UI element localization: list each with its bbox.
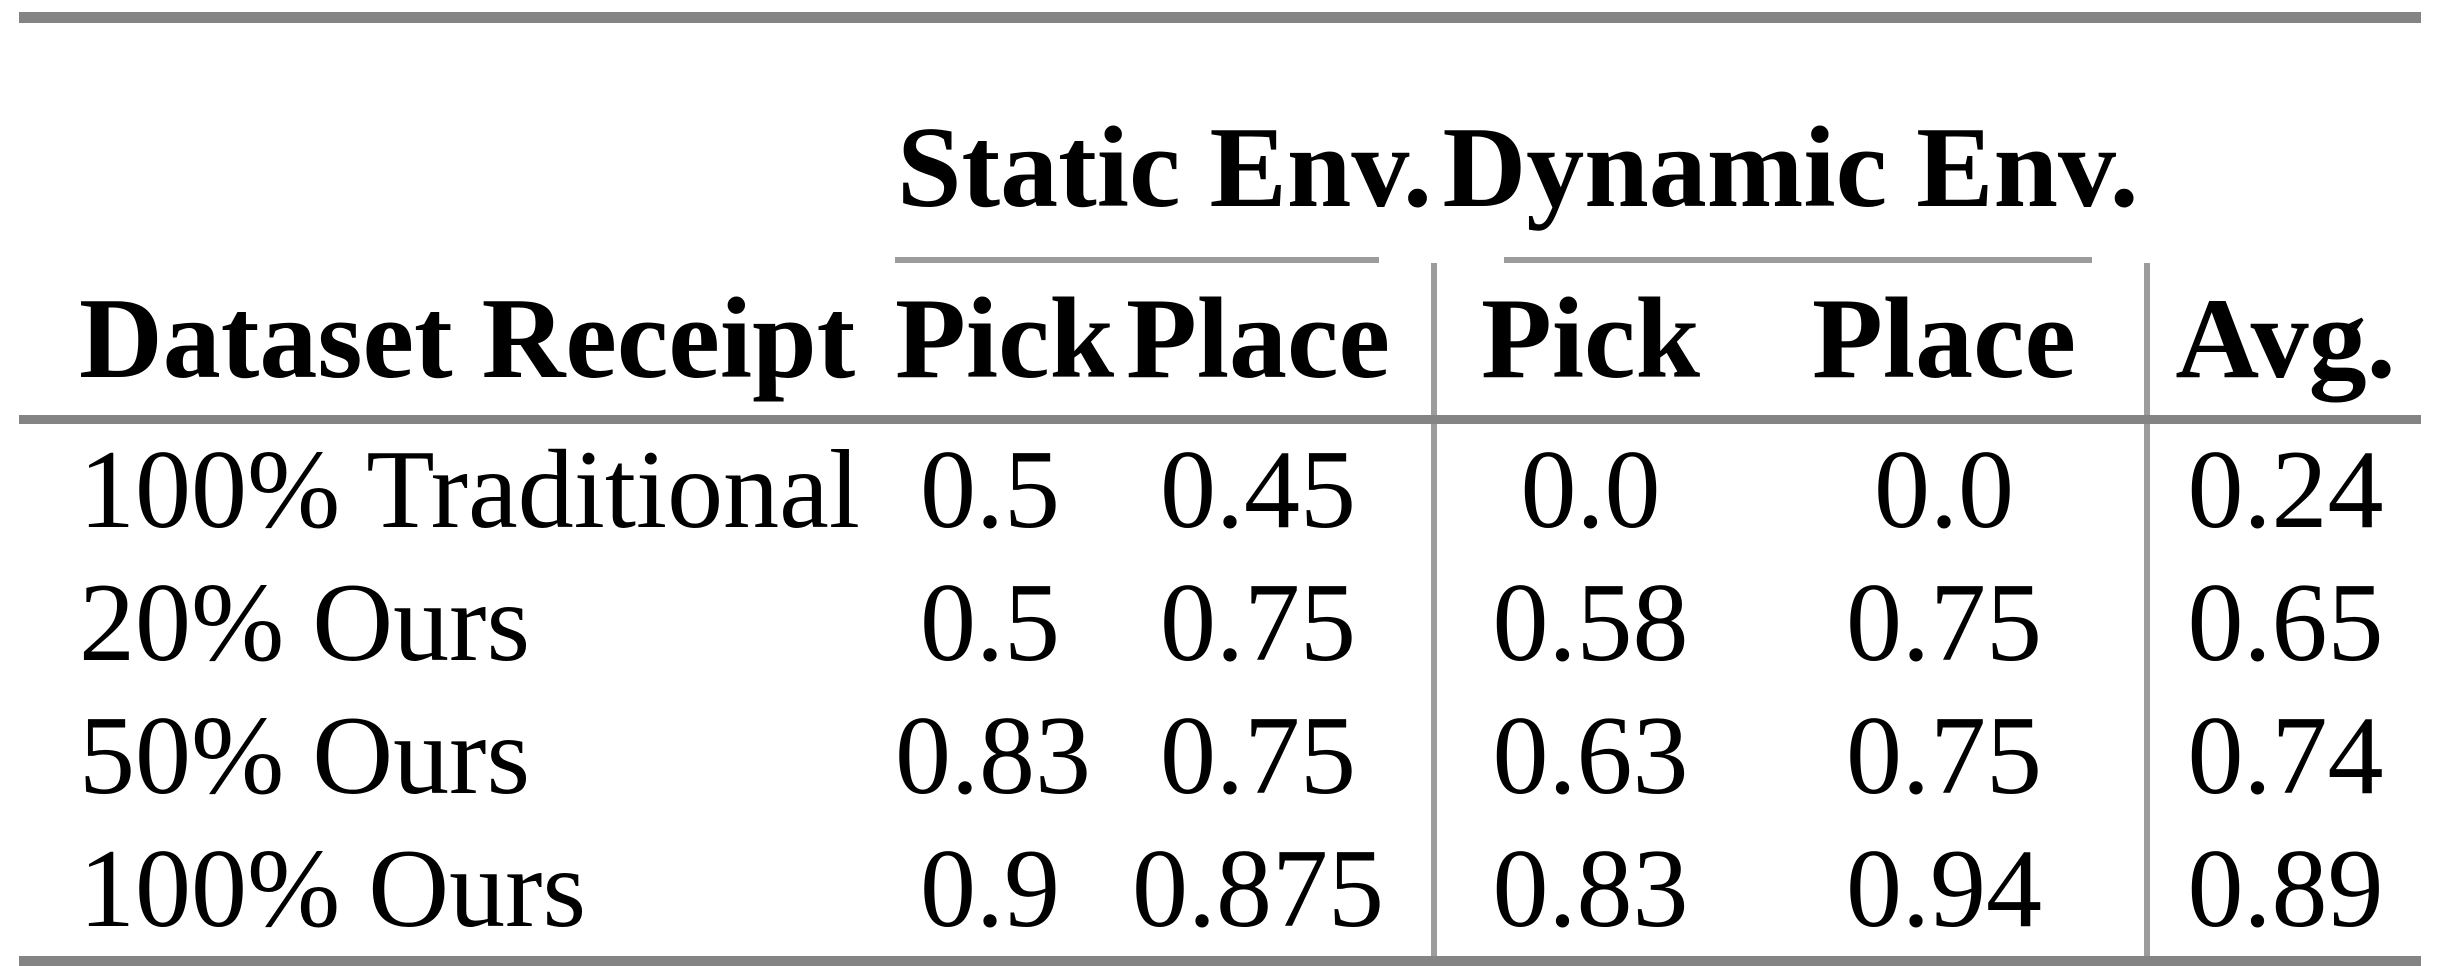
results-table-container: Static Env. Dynamic Env. Dataset Receipt… xyxy=(19,12,2422,966)
table-row-100-ours: 100% Ours 0.9 0.875 0.83 0.94 0.89 xyxy=(19,823,2421,961)
cell-dynamic-pick: 0.58 xyxy=(1492,561,1689,685)
cell-static-place: 0.45 xyxy=(1085,419,1438,557)
group-header-dynamic-env: Dynamic Env. xyxy=(1434,18,2147,263)
col-header-avg: Avg. xyxy=(2147,263,2422,424)
cell-avg: 0.74 xyxy=(2187,694,2384,818)
cell-static-pick: 0.5 xyxy=(920,428,1060,552)
cell-dataset: 100% Traditional xyxy=(79,428,860,552)
cell-avg: 0.89 xyxy=(2187,827,2384,951)
cell-avg: 0.24 xyxy=(2187,428,2384,552)
col-header-dynamic-pick: Pick xyxy=(1434,263,1745,424)
cell-dataset: 50% Ours xyxy=(79,694,531,818)
group-header-static-env-label: Static Env. xyxy=(897,104,1432,232)
group-header-row: Static Env. Dynamic Env. xyxy=(19,18,2421,264)
col-header-static-place: Place xyxy=(1085,263,1438,424)
table-row-100-traditional: 100% Traditional 0.5 0.45 0.0 0.0 0.24 xyxy=(19,419,2421,557)
cell-dynamic-place: 0.0 xyxy=(1744,419,2151,557)
cell-static-pick: 0.9 xyxy=(920,827,1060,951)
col-header-static-pick: Pick xyxy=(895,263,1114,424)
table-row-20-ours: 20% Ours 0.5 0.75 0.58 0.75 0.65 xyxy=(19,557,2421,690)
group-header-dynamic-env-label: Dynamic Env. xyxy=(1442,104,2139,232)
col-header-dataset-receipt: Dataset Receipt xyxy=(19,263,895,424)
static-env-underline xyxy=(895,257,1380,263)
cell-avg: 0.65 xyxy=(2187,561,2384,685)
results-table: Static Env. Dynamic Env. Dataset Receipt… xyxy=(19,12,2422,966)
cell-dynamic-place: 0.75 xyxy=(1744,557,2151,690)
table-row-50-ours: 50% Ours 0.83 0.75 0.63 0.75 0.74 xyxy=(19,690,2421,823)
cell-static-place: 0.75 xyxy=(1085,557,1438,690)
group-header-empty-avg xyxy=(2147,18,2421,264)
group-header-empty-dataset xyxy=(19,18,895,264)
cell-static-pick: 0.83 xyxy=(895,694,1091,818)
cell-static-place: 0.875 xyxy=(1085,823,1438,961)
cell-dynamic-pick: 0.0 xyxy=(1520,428,1661,552)
cell-static-place: 0.75 xyxy=(1085,690,1438,823)
group-header-static-env: Static Env. xyxy=(895,18,1434,263)
col-header-dynamic-place: Place xyxy=(1744,263,2151,424)
cell-dynamic-pick: 0.63 xyxy=(1492,694,1689,818)
cell-dataset: 20% Ours xyxy=(79,561,531,685)
cell-dataset: 100% Ours xyxy=(79,827,587,951)
cell-dynamic-pick: 0.83 xyxy=(1492,827,1689,951)
cell-dynamic-place: 0.75 xyxy=(1744,690,2151,823)
cell-static-pick: 0.5 xyxy=(920,561,1060,685)
column-header-row: Dataset Receipt Pick Place Pick Place Av… xyxy=(19,263,2422,424)
dynamic-env-underline xyxy=(1504,257,2093,263)
cell-dynamic-place: 0.94 xyxy=(1744,823,2151,961)
